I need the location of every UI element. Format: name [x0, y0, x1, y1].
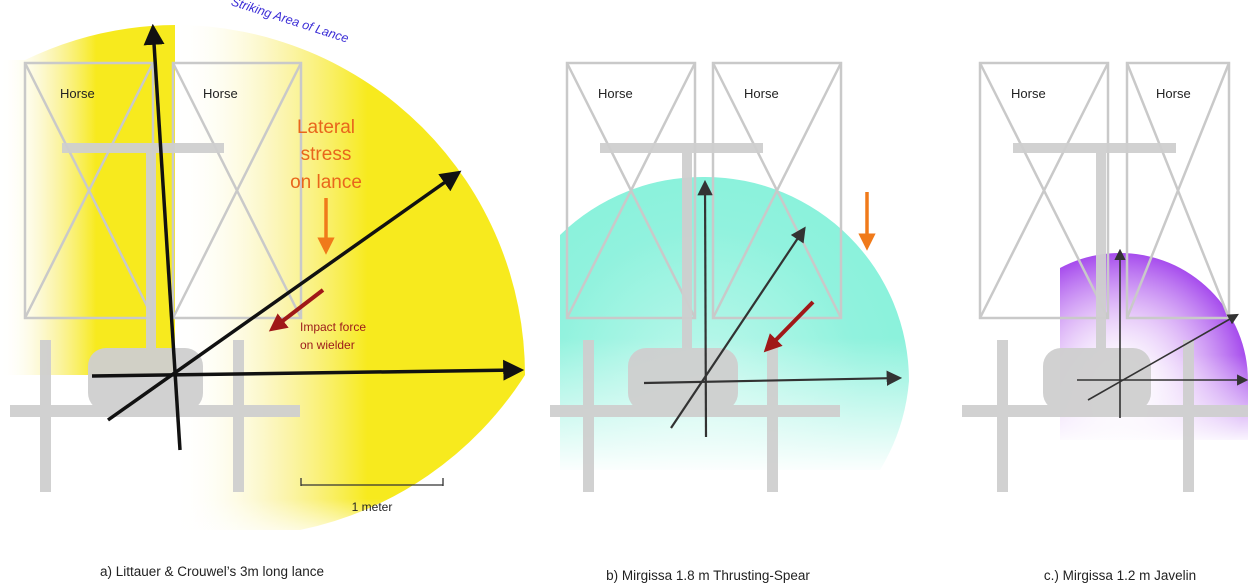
panel-c: Horse Horse c.) Mirgissa 1.2 m Javelin: [962, 61, 1248, 583]
horse-right-c: [1125, 61, 1231, 320]
svg-text:Impact force: Impact force: [300, 320, 366, 334]
impact-arrow-b: [763, 300, 815, 353]
chariot-a: [10, 143, 300, 492]
caption-c: c.) Mirgissa 1.2 m Javelin: [1044, 568, 1196, 583]
svg-text:stress: stress: [301, 144, 352, 165]
javelin-vectors-c: [1077, 248, 1248, 418]
caption-b: b) Mirgissa 1.8 m Thrusting-Spear: [606, 568, 810, 583]
panel-b: Horse Horse b) Mirgissa 1.8 m Thrusting-…: [540, 61, 920, 583]
svg-text:Lateral: Lateral: [297, 117, 355, 138]
striking-area-b: [540, 170, 920, 475]
horse-left-b: [565, 61, 697, 320]
horse-label-right-b: Horse: [744, 86, 779, 101]
svg-text:on wielder: on wielder: [300, 338, 355, 352]
impact-force-label: Impact force on wielder: [300, 320, 366, 352]
striking-area-a: [0, 25, 525, 540]
horse-label-right-c: Horse: [1156, 86, 1191, 101]
caption-a: a) Littauer & Crouwel’s 3m long lance: [100, 564, 324, 579]
svg-text:on lance: on lance: [290, 172, 362, 193]
spear-vectors-b: [643, 179, 903, 438]
horse-right-a: [171, 61, 303, 320]
horse-label-left-c: Horse: [1011, 86, 1046, 101]
horse-label-right-a: Horse: [203, 86, 238, 101]
lance-vectors-a: [91, 23, 525, 451]
horse-label-left-b: Horse: [598, 86, 633, 101]
scale-label: 1 meter: [352, 500, 393, 514]
horse-right-b: [711, 61, 843, 320]
scale-bar: [300, 478, 444, 486]
horse-left-c: [978, 61, 1110, 320]
impact-arrow-a: [268, 288, 325, 332]
lateral-stress-label: Lateral stress on lance: [290, 117, 362, 193]
panel-a: Horse Horse Striking Area of Lance Later…: [0, 0, 525, 579]
horse-label-left-a: Horse: [60, 86, 95, 101]
chariot-b: [550, 143, 840, 492]
